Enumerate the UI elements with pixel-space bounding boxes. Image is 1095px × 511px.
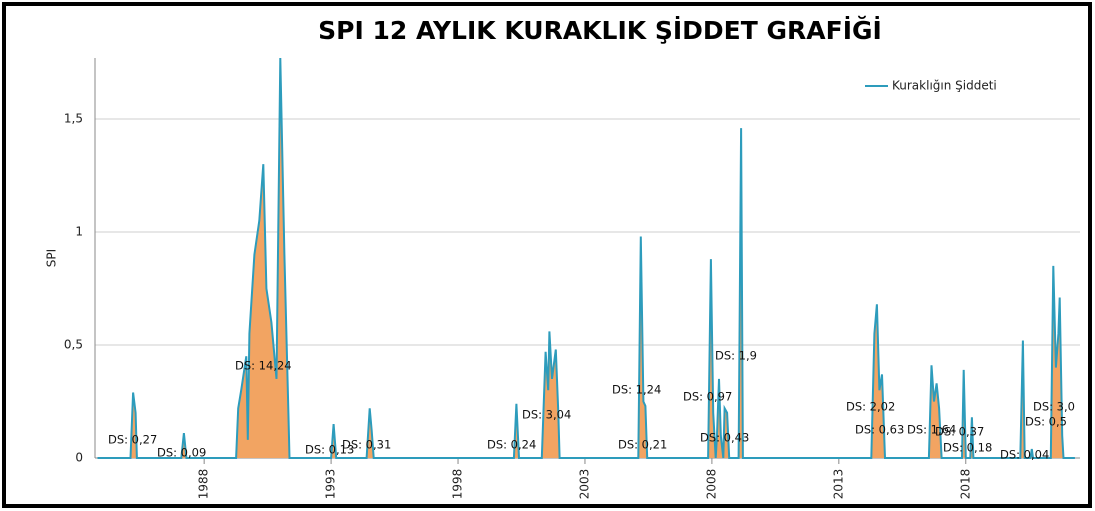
- annotation: DS: 0,37: [935, 425, 984, 439]
- annotation: DS: 3,0: [1033, 400, 1075, 414]
- annotation: DS: 0,21: [618, 438, 667, 452]
- chart-title: SPI 12 AYLIK KURAKLIK ŞİDDET GRAFİĞİ: [318, 15, 882, 45]
- x-tick-label: 1988: [197, 469, 211, 500]
- legend-label: Kuraklığın Şiddeti: [892, 79, 997, 93]
- annotation: DS: 0,27: [108, 433, 157, 447]
- x-tick-label: 1998: [451, 469, 465, 500]
- y-axis-label: SPI: [45, 249, 59, 267]
- annotation: DS: 14,24: [235, 359, 292, 373]
- y-tick-label: 0,5: [64, 338, 83, 352]
- annotation: DS: 0,24: [487, 438, 536, 452]
- area: [97, 58, 1075, 458]
- annotation: DS: 0,43: [700, 431, 749, 445]
- annotation: DS: 0,63: [855, 423, 904, 437]
- annotation: DS: 3,04: [522, 408, 571, 422]
- annotation: DS: 0,18: [943, 441, 992, 455]
- annotation: DS: 0,97: [683, 390, 732, 404]
- annotation: DS: 0,5: [1025, 415, 1067, 429]
- x-tick-label: 2008: [704, 469, 718, 500]
- line: [97, 57, 1075, 459]
- x-tick-label: 2018: [958, 469, 972, 500]
- x-tick-label: 2003: [577, 469, 591, 500]
- annotation: DS: 0,13: [305, 443, 354, 457]
- annotation: DS: 1,9: [715, 349, 757, 363]
- annotation: DS: 1,24: [612, 383, 661, 397]
- y-tick-label: 1,5: [64, 112, 83, 126]
- annotation: DS: 1,64: [907, 423, 956, 437]
- annotation: DS: 0,04: [1000, 448, 1049, 462]
- x-tick-label: 2013: [831, 469, 845, 500]
- annotation: DS: 0,09: [157, 446, 206, 460]
- annotation: DS: 0,31: [342, 438, 391, 452]
- annotation: DS: 2,02: [846, 400, 895, 414]
- y-tick-label: 0: [75, 451, 83, 465]
- y-tick-label: 1: [75, 225, 83, 239]
- x-tick-label: 1993: [324, 469, 338, 500]
